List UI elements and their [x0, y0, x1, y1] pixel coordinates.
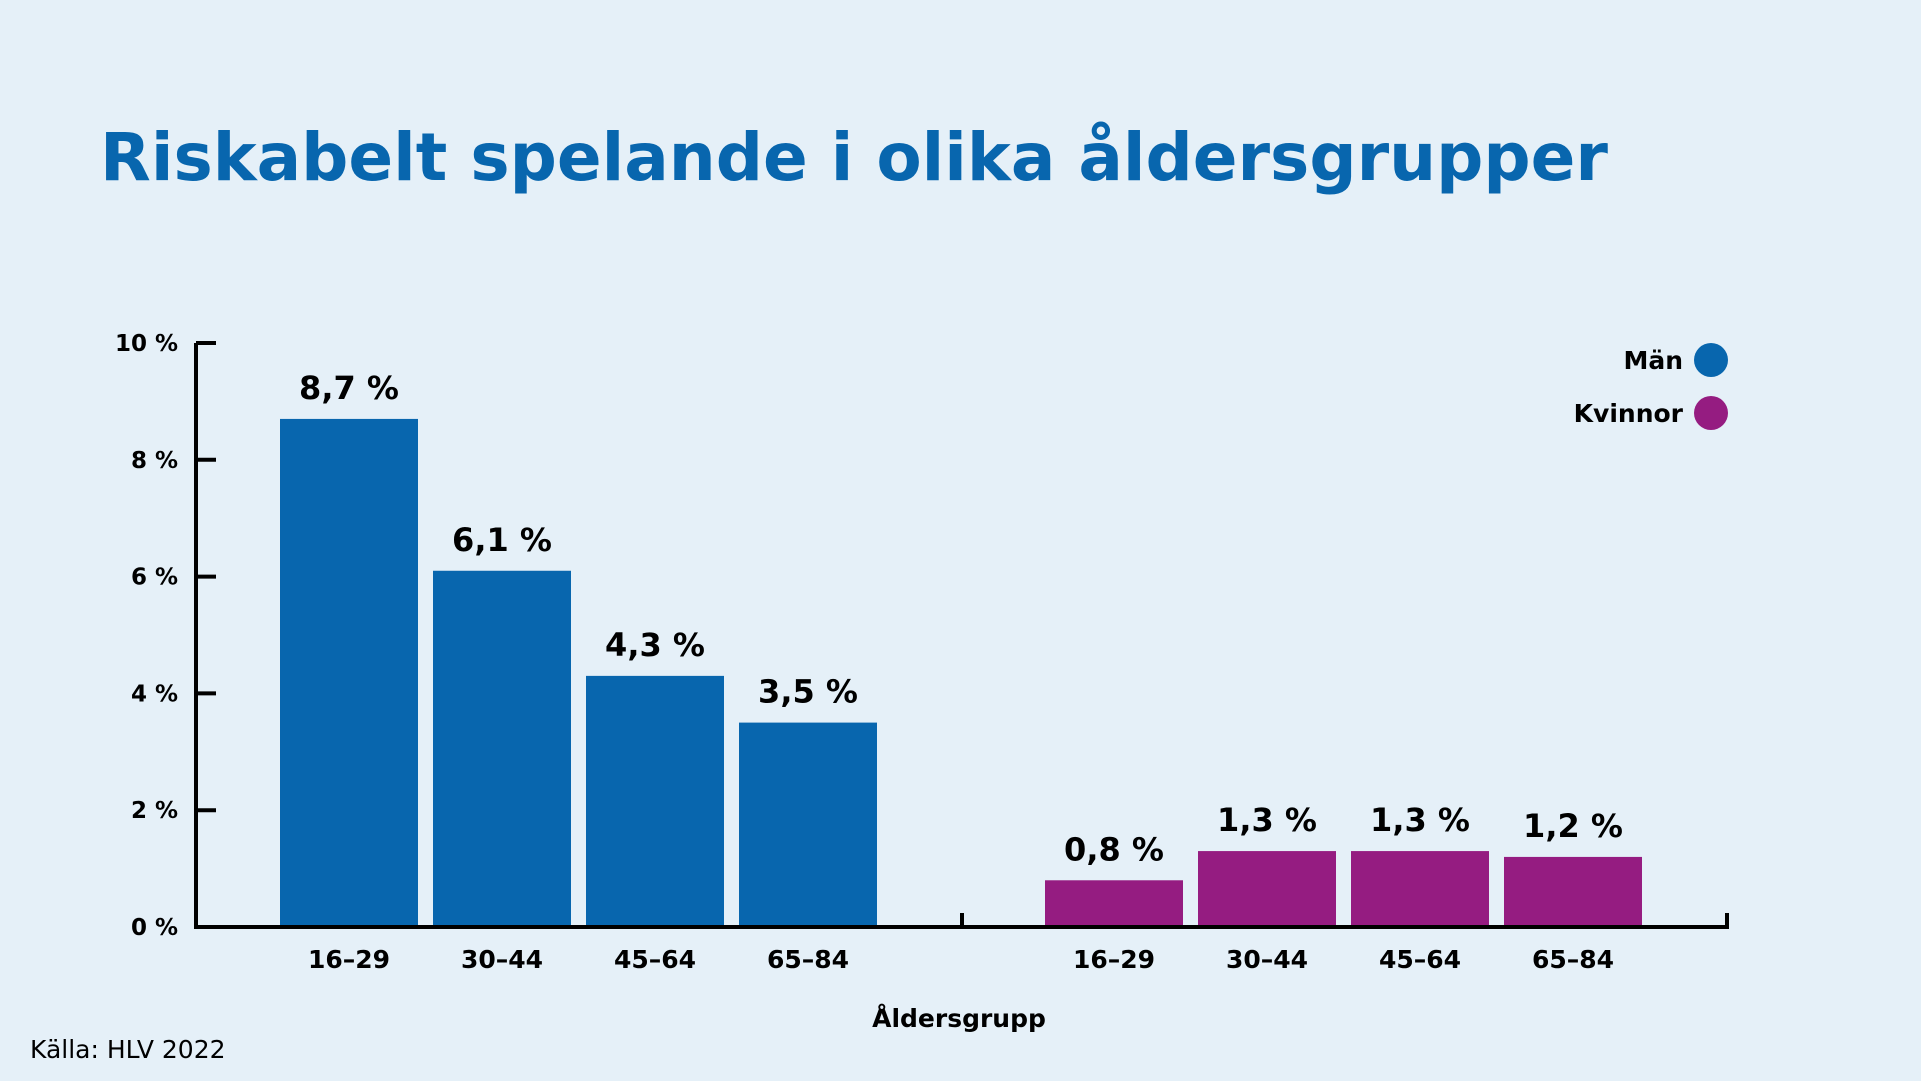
- category-label: 45–64: [614, 945, 696, 974]
- y-tick-label: 10 %: [115, 331, 178, 357]
- data-labels: 8,7 % 6,1 % 4,3 % 3,5 % 0,8 % 1,3 % 1,3 % 1,2 %: [299, 369, 1623, 868]
- data-label: 4,3 %: [605, 626, 705, 664]
- bar-man-2: [433, 570, 571, 925]
- legend: Män Kvinnor: [1574, 343, 1728, 430]
- category-label: 16–29: [308, 945, 390, 974]
- legend-label: Män: [1623, 346, 1683, 375]
- chart-title: Riskabelt spelande i olika åldersgrupper: [100, 119, 1608, 196]
- data-label: 3,5 %: [758, 673, 858, 711]
- category-label: 30–44: [461, 945, 543, 974]
- data-label: 1,3 %: [1370, 801, 1470, 839]
- y-ticks: 0 % 2 % 4 % 6 % 8 % 10 %: [115, 331, 216, 941]
- legend-swatch: [1694, 396, 1728, 430]
- x-axis-label: Åldersgrupp: [872, 1004, 1046, 1033]
- bar-kvinnor-4: [1504, 856, 1642, 925]
- bars: [280, 418, 1642, 925]
- category-labels: 16–29 30–44 45–64 65–84 16–29 30–44 45–64 65–84: [308, 945, 1614, 974]
- data-label: 8,7 %: [299, 369, 399, 407]
- y-tick-label: 2 %: [131, 798, 178, 824]
- data-label: 0,8 %: [1064, 830, 1164, 868]
- y-tick-label: 6 %: [131, 565, 178, 591]
- data-label: 6,1 %: [452, 521, 552, 559]
- legend-swatch: [1694, 343, 1728, 377]
- data-label: 1,2 %: [1523, 807, 1623, 845]
- category-label: 45–64: [1379, 945, 1461, 974]
- axes: [194, 343, 1729, 929]
- y-tick-label: 8 %: [131, 448, 178, 474]
- bar-man-1: [280, 418, 418, 925]
- bar-kvinnor-3: [1351, 851, 1489, 925]
- y-tick-label: 4 %: [131, 681, 178, 707]
- bar-man-3: [586, 675, 724, 925]
- legend-label: Kvinnor: [1574, 399, 1684, 428]
- category-label: 65–84: [1532, 945, 1614, 974]
- bar-kvinnor-1: [1045, 880, 1183, 925]
- category-label: 16–29: [1073, 945, 1155, 974]
- source-note: Källa: HLV 2022: [30, 1035, 226, 1064]
- category-label: 65–84: [767, 945, 849, 974]
- bar-man-4: [739, 722, 877, 925]
- y-tick-label: 0 %: [131, 915, 178, 941]
- category-label: 30–44: [1226, 945, 1308, 974]
- bar-kvinnor-2: [1198, 851, 1336, 925]
- data-label: 1,3 %: [1217, 801, 1317, 839]
